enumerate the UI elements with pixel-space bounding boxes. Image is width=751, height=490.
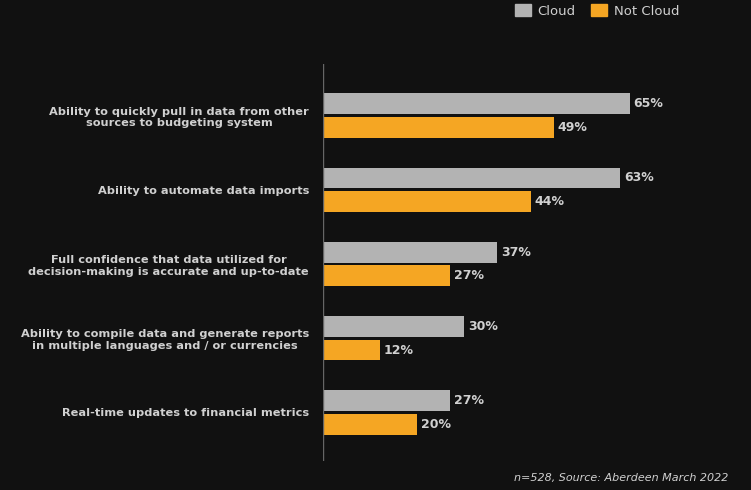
Bar: [323, 340, 379, 361]
Bar: [323, 94, 629, 114]
Text: 44%: 44%: [534, 195, 564, 208]
Bar: [323, 316, 464, 337]
Bar: [323, 117, 554, 138]
Text: 20%: 20%: [421, 418, 451, 431]
Bar: [323, 390, 451, 411]
Text: 63%: 63%: [624, 172, 653, 184]
Text: n=528, Source: Aberdeen March 2022: n=528, Source: Aberdeen March 2022: [514, 473, 728, 483]
Text: 37%: 37%: [501, 245, 531, 259]
Bar: [323, 242, 497, 263]
Text: 27%: 27%: [454, 270, 484, 282]
Legend: Cloud, Not Cloud: Cloud, Not Cloud: [509, 0, 684, 23]
Text: 49%: 49%: [558, 121, 588, 134]
Bar: [323, 266, 451, 286]
Bar: [323, 414, 418, 435]
Text: 30%: 30%: [468, 320, 498, 333]
Bar: [323, 168, 620, 188]
Text: 65%: 65%: [633, 97, 663, 110]
Text: 27%: 27%: [454, 394, 484, 407]
Bar: [323, 191, 530, 212]
Text: 12%: 12%: [383, 343, 413, 357]
